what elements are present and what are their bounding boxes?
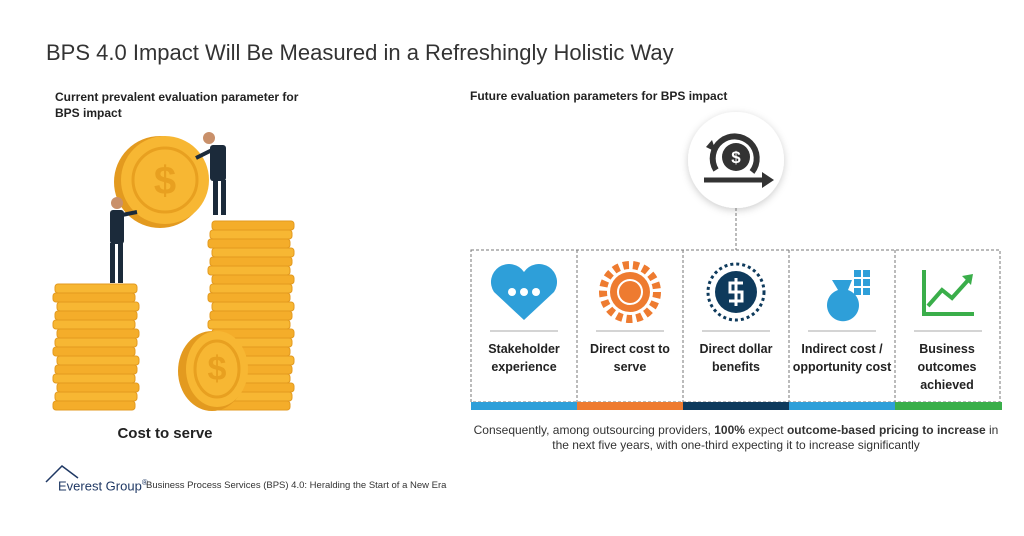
card-label: Business outcomes achieved [917, 342, 977, 392]
person [508, 288, 516, 296]
svg-text:$: $ [154, 159, 176, 203]
gear-ring [617, 279, 643, 305]
calc-key [863, 270, 870, 277]
source: Business Process Services (BPS) 4.0: Her… [146, 480, 447, 491]
coin [209, 310, 293, 321]
card-label: Direct dollar benefits [699, 342, 773, 374]
coin [207, 292, 291, 303]
coin [56, 301, 140, 312]
businessman [195, 132, 226, 215]
coin [209, 229, 293, 240]
gear-icon [599, 261, 661, 323]
svg-text:$: $ [208, 350, 227, 388]
coin [54, 283, 138, 294]
caption: Cost to serve [117, 425, 213, 442]
coin [56, 355, 140, 366]
coin [209, 256, 293, 267]
logo [45, 465, 79, 483]
chart-arrow [962, 274, 973, 285]
calc-key [854, 279, 861, 286]
text: Consequently, among outsourcing provider… [473, 423, 715, 437]
color-bar [471, 402, 577, 410]
left-heading: Current prevalent evaluation parameter f… [55, 90, 299, 120]
note: Consequently, among outsourcing provider… [472, 423, 1000, 453]
coin [54, 364, 138, 375]
person [520, 288, 528, 296]
coin [56, 382, 140, 393]
calc-key [854, 270, 861, 277]
coin [207, 265, 291, 276]
rolling-coin: $ [178, 331, 248, 411]
calc-key [863, 288, 870, 295]
color-bar [789, 402, 895, 410]
color-bar [895, 402, 1002, 410]
emphasis: 100% [714, 423, 745, 437]
coin [207, 238, 291, 249]
brand: Everest Group® [58, 478, 148, 493]
money-bag [826, 280, 860, 322]
coin [207, 319, 291, 330]
emphasis: outcome-based pricing to increase [786, 423, 986, 437]
person [532, 288, 540, 296]
coin [54, 337, 138, 348]
dollar-ring [706, 262, 766, 322]
right-heading: Future evaluation parameters for BPS imp… [470, 89, 728, 103]
coin [211, 220, 295, 231]
calc-key [854, 288, 861, 295]
coin [211, 274, 295, 285]
calc-key [863, 279, 870, 286]
coin [52, 292, 136, 303]
color-bar [683, 402, 789, 410]
coin [54, 391, 138, 402]
text: expect [744, 423, 787, 437]
big-coin: $ [114, 136, 209, 228]
color-bar [577, 402, 683, 410]
coin [52, 346, 136, 357]
coin [52, 400, 136, 411]
card-label: Direct cost to serve [590, 342, 670, 374]
coin [56, 328, 140, 339]
coin [52, 319, 136, 330]
brand-mark: ® [141, 478, 148, 487]
coin [52, 373, 136, 384]
coin-stacks [52, 220, 295, 411]
coin [211, 301, 295, 312]
card-label: Stakeholder experience [488, 342, 560, 374]
coin [209, 283, 293, 294]
businessman [110, 197, 138, 283]
brand-name: Everest Group [58, 478, 142, 494]
chart-icon [922, 270, 974, 316]
title: BPS 4.0 Impact Will Be Measured in a Ref… [46, 40, 674, 65]
card-label: Indirect cost / opportunity cost [792, 342, 892, 374]
svg-text:$: $ [731, 148, 741, 167]
dollar-sign [728, 278, 744, 306]
cards [471, 250, 1002, 410]
coin [54, 310, 138, 321]
coin [211, 247, 295, 258]
text: in the next five years, with one-third e… [552, 423, 999, 452]
cycle-dollar-icon: $ [688, 112, 784, 208]
gear-core [610, 272, 650, 312]
